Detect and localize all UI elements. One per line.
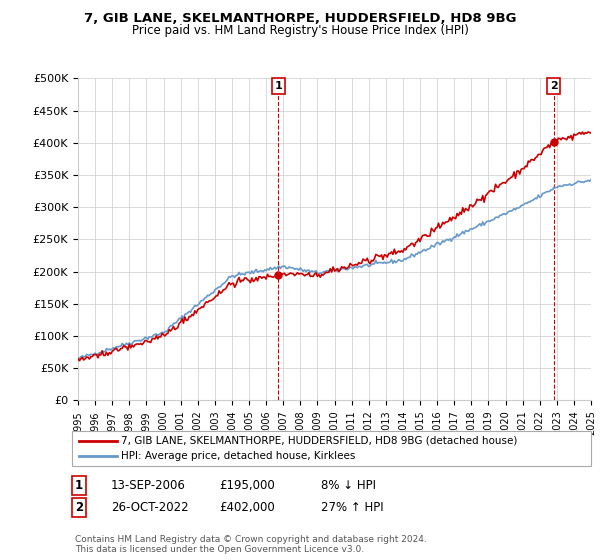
Text: 1: 1 bbox=[274, 81, 282, 91]
Text: 2: 2 bbox=[550, 81, 557, 91]
Text: £195,000: £195,000 bbox=[219, 479, 275, 492]
Text: 26-OCT-2022: 26-OCT-2022 bbox=[111, 501, 188, 515]
Text: 7, GIB LANE, SKELMANTHORPE, HUDDERSFIELD, HD8 9BG: 7, GIB LANE, SKELMANTHORPE, HUDDERSFIELD… bbox=[84, 12, 516, 25]
Text: Contains HM Land Registry data © Crown copyright and database right 2024.
This d: Contains HM Land Registry data © Crown c… bbox=[75, 535, 427, 554]
Text: HPI: Average price, detached house, Kirklees: HPI: Average price, detached house, Kirk… bbox=[121, 451, 356, 461]
Text: 27% ↑ HPI: 27% ↑ HPI bbox=[321, 501, 383, 515]
Text: £402,000: £402,000 bbox=[219, 501, 275, 515]
Text: 1: 1 bbox=[75, 479, 83, 492]
Text: 13-SEP-2006: 13-SEP-2006 bbox=[111, 479, 186, 492]
Text: 7, GIB LANE, SKELMANTHORPE, HUDDERSFIELD, HD8 9BG (detached house): 7, GIB LANE, SKELMANTHORPE, HUDDERSFIELD… bbox=[121, 436, 518, 446]
Text: Price paid vs. HM Land Registry's House Price Index (HPI): Price paid vs. HM Land Registry's House … bbox=[131, 24, 469, 37]
Text: 8% ↓ HPI: 8% ↓ HPI bbox=[321, 479, 376, 492]
Text: 2: 2 bbox=[75, 501, 83, 515]
